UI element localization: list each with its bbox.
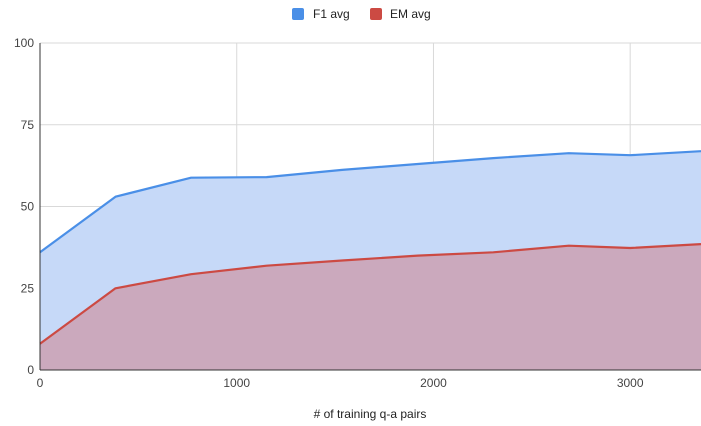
x-tick-label: 1000	[223, 376, 250, 390]
x-tick-label: 3000	[617, 376, 644, 390]
x-axis-title: # of training q-a pairs	[314, 407, 427, 421]
legend-label-f1: F1 avg	[313, 7, 350, 21]
axes	[39, 43, 701, 371]
x-tick-label: 0	[37, 376, 44, 390]
y-tick-label: 50	[21, 200, 35, 214]
series-area-em	[40, 244, 701, 370]
series-line-f1	[39, 150, 701, 254]
series-line-em	[39, 243, 701, 345]
series-lines	[39, 150, 701, 345]
y-tick-label: 0	[27, 363, 34, 377]
y-tick-label: 75	[21, 118, 35, 132]
y-tick-label: 25	[21, 281, 35, 295]
y-tick-label: 100	[14, 36, 34, 50]
legend-label-em: EM avg	[390, 7, 431, 21]
legend-swatch-f1	[292, 8, 304, 20]
x-tick-label: 2000	[420, 376, 447, 390]
legend-swatch-em	[370, 8, 382, 20]
series-areas	[40, 151, 701, 370]
legend: F1 avg EM avg	[292, 7, 431, 21]
